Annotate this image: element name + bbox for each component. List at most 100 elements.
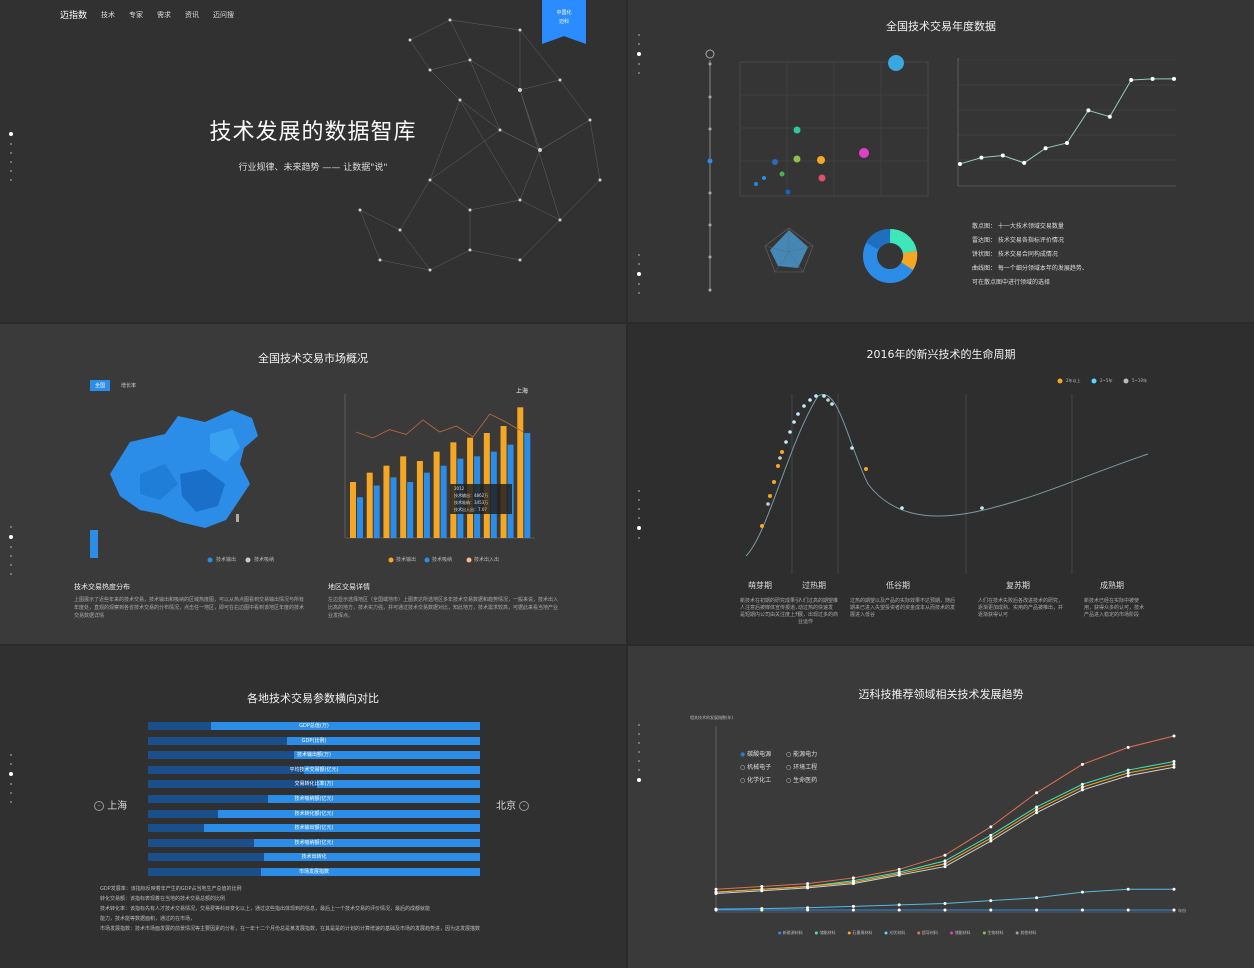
page-dot[interactable]: [638, 751, 640, 753]
legend-item[interactable]: ● 新能源材料: [778, 930, 803, 935]
donut-chart[interactable]: [863, 229, 918, 283]
page-dot[interactable]: [638, 254, 640, 256]
data-point: [1126, 768, 1130, 772]
page-dot[interactable]: [10, 783, 12, 785]
checkbox-field[interactable]: ○ 机械电子: [740, 762, 786, 771]
left-city-selector[interactable]: – 上海: [94, 797, 127, 812]
tab-national[interactable]: 全国: [90, 380, 111, 391]
page-dot[interactable]: [638, 769, 640, 771]
page-dot[interactable]: [638, 43, 640, 45]
trend-line-chart[interactable]: [957, 58, 1176, 187]
scatter-chart[interactable]: [739, 55, 929, 197]
page-dot[interactable]: [638, 724, 640, 726]
legend-item[interactable]: ● 光伏材料: [884, 930, 906, 935]
page-dot[interactable]: [638, 499, 640, 501]
hype-cycle-chart[interactable]: [628, 324, 1254, 644]
page-dot[interactable]: [10, 143, 12, 145]
panel-title: 全国技术交易年度数据: [886, 20, 996, 33]
comparison-row[interactable]: GDP(比例): [148, 736, 480, 745]
page-dot[interactable]: [10, 754, 12, 756]
nav-item-demand[interactable]: 需求: [157, 10, 172, 19]
page-dot[interactable]: [10, 801, 12, 803]
radar-chart[interactable]: [764, 227, 814, 273]
bar-output: [500, 426, 507, 538]
comparison-row[interactable]: 平均技术交易额(亿元): [148, 765, 480, 774]
page-dot[interactable]: [638, 537, 640, 539]
page-dot[interactable]: [10, 763, 12, 765]
series-line: [715, 761, 1175, 893]
page-dot[interactable]: [638, 263, 640, 265]
legend-item[interactable]: ● 生物材料: [982, 930, 1004, 935]
china-heat-map[interactable]: [90, 410, 258, 563]
nav-item-search[interactable]: 迈问搜: [213, 10, 235, 19]
page-dot[interactable]: [638, 34, 640, 36]
comparison-row[interactable]: 技术吸纳额(亿元): [148, 795, 480, 803]
comparison-row[interactable]: 技术吸纳额(亿元): [148, 838, 480, 847]
page-dot[interactable]: [9, 772, 13, 776]
page-dot[interactable]: [10, 152, 12, 154]
legend-item[interactable]: ● 储能材料: [949, 930, 971, 935]
page-dot[interactable]: [637, 272, 641, 276]
chevron-down-icon[interactable]: –: [519, 801, 530, 811]
page-dot[interactable]: [638, 63, 640, 65]
checkbox-field[interactable]: ○ 能源电力: [786, 749, 832, 758]
comparison-row[interactable]: 技术输出额(亿元): [148, 824, 480, 833]
comparison-row[interactable]: 技术转化额(亿元): [148, 809, 480, 818]
page-dot[interactable]: [10, 179, 12, 181]
market-bar-chart[interactable]: [344, 394, 535, 563]
page-dot[interactable]: [638, 72, 640, 74]
timeline-axis[interactable]: [705, 49, 715, 292]
data-point: [1043, 146, 1048, 151]
nav-item-news[interactable]: 资讯: [185, 10, 200, 19]
page-dot[interactable]: [10, 170, 12, 172]
page-dot[interactable]: [638, 517, 640, 519]
checkbox-field[interactable]: ○ 生命医药: [786, 775, 832, 784]
page-dot[interactable]: [9, 132, 13, 136]
data-point: [1172, 887, 1176, 891]
page-dot[interactable]: [10, 792, 12, 794]
comparison-row[interactable]: 市场发展指数: [148, 868, 480, 876]
page-dot[interactable]: [10, 555, 12, 557]
data-point: [760, 908, 764, 912]
site-logo[interactable]: 迈指数: [60, 11, 88, 21]
lifecycle-panel: 2016年的新兴技术的生命周期 2年以上 2~5年 5~10年 萌芽期 新技术在…: [628, 324, 1254, 644]
data-point: [979, 155, 984, 160]
page-dot[interactable]: [637, 778, 641, 782]
checkbox-field[interactable]: ◉ 碳酸电源: [740, 749, 786, 758]
nav-item-tech[interactable]: 技术: [101, 10, 116, 19]
chevron-down-icon[interactable]: –: [94, 801, 104, 811]
page-dot[interactable]: [638, 490, 640, 492]
page-dot[interactable]: [10, 161, 12, 163]
hero-subtitle: 行业规律、未来趋势 —— 让数据"说": [238, 163, 388, 173]
page-dot[interactable]: [638, 760, 640, 762]
page-dot[interactable]: [637, 526, 641, 530]
tab-growth[interactable]: 增长率: [121, 383, 137, 389]
legend-item[interactable]: ● 储能材料: [814, 930, 836, 935]
page-dot[interactable]: [10, 546, 12, 548]
page-dot[interactable]: [638, 508, 640, 510]
page-dot[interactable]: [10, 573, 12, 575]
right-city-selector[interactable]: 北京 –: [496, 797, 530, 812]
page-dot[interactable]: [638, 742, 640, 744]
page-dot[interactable]: [9, 535, 13, 539]
legend-item[interactable]: ● 超导材料: [917, 930, 938, 935]
checkbox-field[interactable]: ○ 环境工程: [786, 762, 832, 771]
page-dot[interactable]: [638, 733, 640, 735]
data-point: [897, 908, 901, 912]
comparison-row[interactable]: 技术输出额(万): [148, 751, 480, 760]
right-bar: [204, 824, 480, 833]
page-dot[interactable]: [10, 526, 12, 528]
page-dot[interactable]: [10, 564, 12, 566]
page-dot[interactable]: [637, 52, 641, 56]
comparison-row[interactable]: 交易转化比率(万): [148, 780, 480, 789]
legend-item: 5~10年: [1132, 378, 1147, 383]
comparison-row[interactable]: 技术出转化: [148, 853, 480, 862]
trend-line-chart[interactable]: [628, 646, 1254, 968]
comparison-row[interactable]: GDP总值(万): [148, 722, 480, 730]
legend-item[interactable]: ● 其他材料: [1015, 930, 1037, 935]
page-dot[interactable]: [638, 292, 640, 294]
legend-item[interactable]: ● 石墨烯材料: [847, 930, 873, 935]
checkbox-field[interactable]: ○ 化学化工: [740, 775, 786, 784]
page-dot[interactable]: [638, 283, 640, 285]
nav-item-experts[interactable]: 专家: [129, 10, 144, 19]
